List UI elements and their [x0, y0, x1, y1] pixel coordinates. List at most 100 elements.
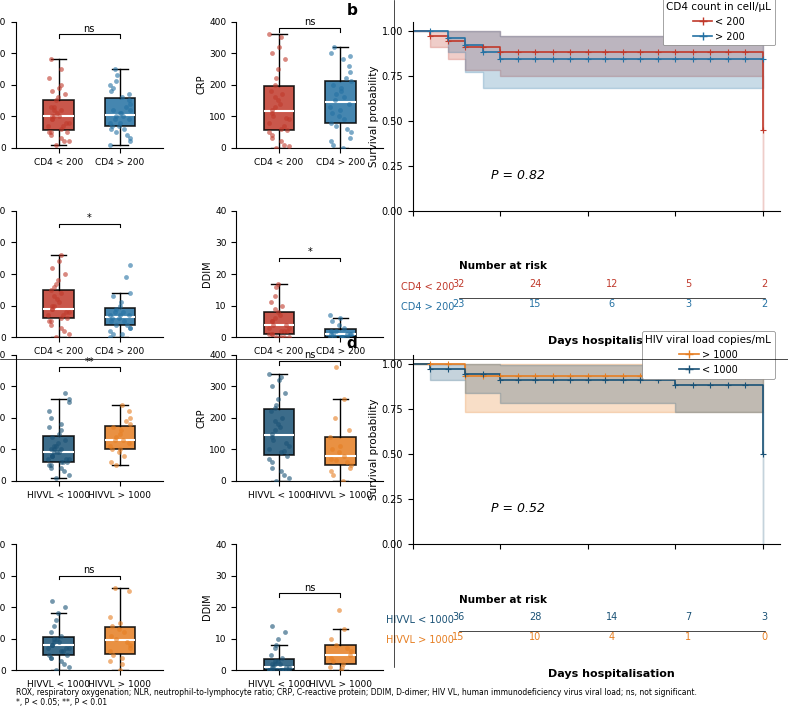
- Point: [53, 447, 65, 458]
- Point: [57, 456, 69, 467]
- Point: [270, 142, 283, 153]
- Point: [60, 117, 72, 128]
- Point: [266, 133, 278, 144]
- Point: [273, 309, 286, 320]
- Point: [108, 434, 121, 445]
- Point: [54, 456, 67, 467]
- Point: [43, 422, 55, 433]
- Text: 10: 10: [529, 632, 541, 642]
- Point: [268, 655, 281, 667]
- Point: [344, 649, 356, 660]
- Point: [46, 303, 58, 315]
- Point: [44, 101, 57, 113]
- Point: [334, 440, 347, 452]
- Point: [114, 108, 127, 119]
- Point: [343, 60, 355, 72]
- Text: 15: 15: [452, 632, 465, 642]
- Point: [60, 306, 72, 318]
- Point: [275, 412, 288, 424]
- Point: [62, 136, 75, 147]
- Point: [268, 642, 281, 654]
- Point: [283, 440, 296, 452]
- Point: [343, 98, 355, 109]
- Point: [113, 444, 126, 455]
- Point: [50, 331, 62, 343]
- Point: [281, 437, 293, 449]
- Text: **: **: [84, 356, 94, 366]
- Point: [45, 315, 58, 327]
- Point: [275, 300, 288, 311]
- Point: [106, 104, 119, 115]
- Point: [108, 306, 121, 318]
- Point: [105, 123, 117, 135]
- Point: [111, 70, 124, 81]
- PathPatch shape: [325, 81, 355, 123]
- Point: [103, 309, 116, 320]
- Point: [266, 665, 278, 676]
- Point: [110, 460, 122, 471]
- Point: [48, 300, 61, 311]
- Point: [273, 658, 286, 670]
- Text: 7: 7: [685, 612, 691, 622]
- Point: [327, 41, 340, 52]
- Point: [58, 465, 70, 477]
- Point: [43, 460, 55, 471]
- Point: [123, 586, 136, 597]
- Point: [105, 630, 117, 641]
- Text: 28: 28: [529, 612, 541, 622]
- Point: [275, 123, 288, 135]
- Point: [275, 88, 288, 100]
- Point: [48, 110, 61, 122]
- Point: [62, 328, 75, 340]
- Point: [283, 472, 296, 483]
- Point: [277, 120, 290, 131]
- Point: [269, 640, 282, 651]
- Point: [105, 456, 117, 467]
- Y-axis label: Survival probability: Survival probability: [369, 399, 378, 500]
- Point: [283, 665, 296, 676]
- Text: Days hospitalisation: Days hospitalisation: [548, 669, 675, 679]
- Point: [272, 63, 284, 75]
- Point: [124, 104, 136, 115]
- Point: [103, 655, 116, 667]
- Point: [113, 617, 126, 629]
- PathPatch shape: [105, 98, 136, 125]
- Point: [61, 126, 73, 138]
- Text: 24: 24: [529, 279, 541, 289]
- Point: [269, 72, 282, 84]
- Point: [329, 95, 341, 106]
- Text: 3: 3: [762, 612, 768, 622]
- Point: [325, 328, 337, 340]
- Point: [103, 440, 116, 452]
- Point: [46, 300, 58, 311]
- Point: [110, 126, 122, 138]
- Point: [335, 85, 348, 97]
- Point: [279, 386, 292, 398]
- Text: 5: 5: [685, 279, 691, 289]
- Text: 1: 1: [686, 632, 691, 642]
- Point: [107, 82, 120, 93]
- Point: [106, 290, 119, 302]
- Point: [263, 29, 276, 40]
- Point: [114, 665, 127, 676]
- Point: [46, 450, 58, 461]
- Point: [42, 453, 54, 465]
- Point: [43, 72, 55, 84]
- Point: [334, 665, 347, 676]
- Point: [327, 469, 340, 480]
- Point: [340, 331, 353, 343]
- Point: [279, 54, 292, 65]
- Text: ns: ns: [304, 351, 315, 361]
- Point: [325, 325, 338, 336]
- Point: [50, 277, 62, 289]
- Point: [270, 665, 283, 676]
- Point: [272, 277, 284, 289]
- Point: [283, 322, 296, 333]
- Point: [268, 303, 281, 315]
- Text: *: *: [307, 247, 312, 257]
- Point: [336, 142, 349, 153]
- Point: [114, 428, 127, 440]
- Legend: < 200, > 200: < 200, > 200: [663, 0, 775, 45]
- Point: [281, 665, 293, 676]
- Point: [273, 374, 286, 386]
